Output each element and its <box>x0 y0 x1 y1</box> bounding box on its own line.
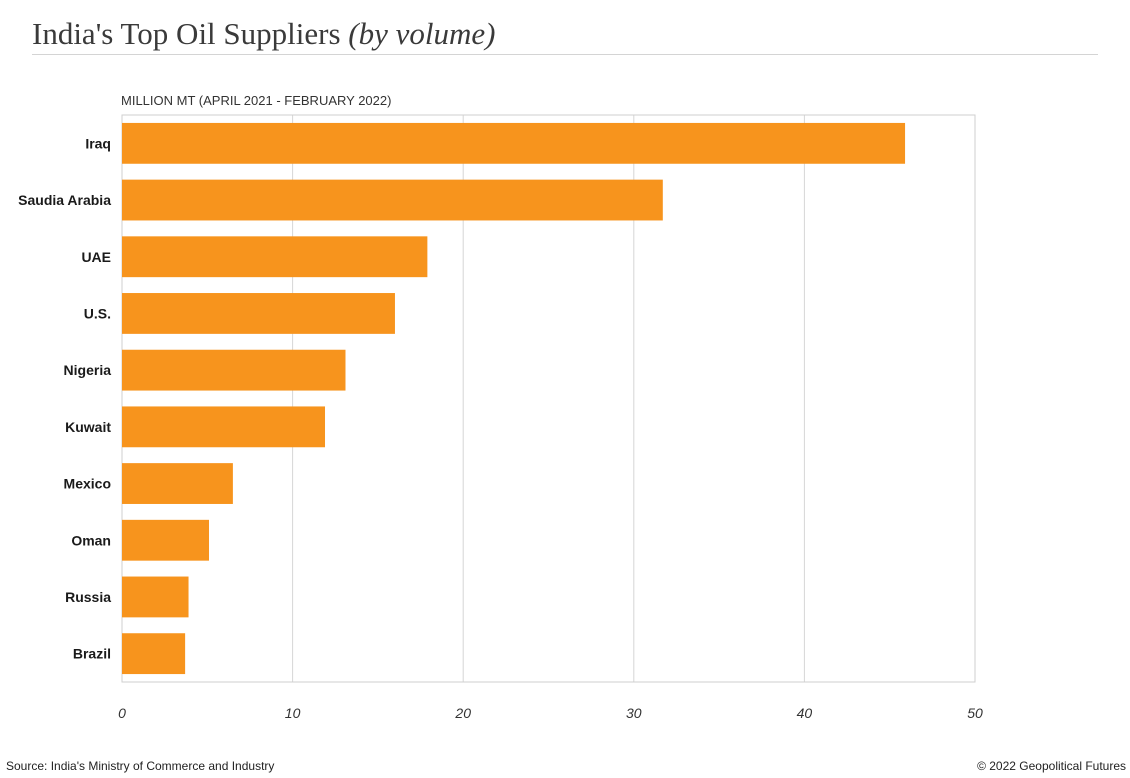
x-tick-labels: 0 10 20 30 40 50 <box>118 705 983 721</box>
category-label: Kuwait <box>65 419 111 435</box>
category-label: UAE <box>81 249 111 265</box>
category-label: Oman <box>71 532 111 548</box>
copyright-note: © 2022 Geopolitical Futures <box>977 759 1126 773</box>
bar <box>122 576 189 618</box>
unit-label: MILLION MT (APRIL 2021 - FEBRUARY 2022) <box>121 93 392 108</box>
chart-subtitle: (by volume) <box>348 16 496 51</box>
x-tick-label: 40 <box>797 705 813 721</box>
bar <box>122 122 906 164</box>
x-tick-label: 20 <box>454 705 471 721</box>
x-tick-label: 30 <box>626 705 642 721</box>
category-label: U.S. <box>84 305 111 321</box>
category-label: Russia <box>65 589 111 605</box>
x-tick-label: 10 <box>285 705 301 721</box>
chart-title-main: India's Top Oil Suppliers <box>32 16 341 51</box>
plot-frame <box>121 114 976 683</box>
category-label: Saudia Arabia <box>18 192 111 208</box>
x-tick-label: 50 <box>967 705 983 721</box>
bar <box>122 463 233 504</box>
title-divider <box>32 54 1098 55</box>
category-label: Mexico <box>64 476 111 492</box>
category-label: Brazil <box>73 646 111 662</box>
bar <box>122 406 326 448</box>
bar <box>122 633 186 675</box>
source-note: Source: India's Ministry of Commerce and… <box>6 759 275 773</box>
x-tick-label: 0 <box>118 705 126 721</box>
bar <box>122 293 395 334</box>
bar <box>122 519 210 561</box>
category-label: Nigeria <box>64 362 112 378</box>
bars <box>122 122 906 675</box>
chart-title: India's Top Oil Suppliers (by volume) <box>32 16 495 52</box>
category-labels: Iraq Saudia Arabia UAE U.S. Nigeria Kuwait Mex… <box>18 135 111 661</box>
bar <box>122 179 663 221</box>
category-label: Iraq <box>85 135 111 151</box>
bar <box>122 349 346 391</box>
bar <box>122 236 428 278</box>
